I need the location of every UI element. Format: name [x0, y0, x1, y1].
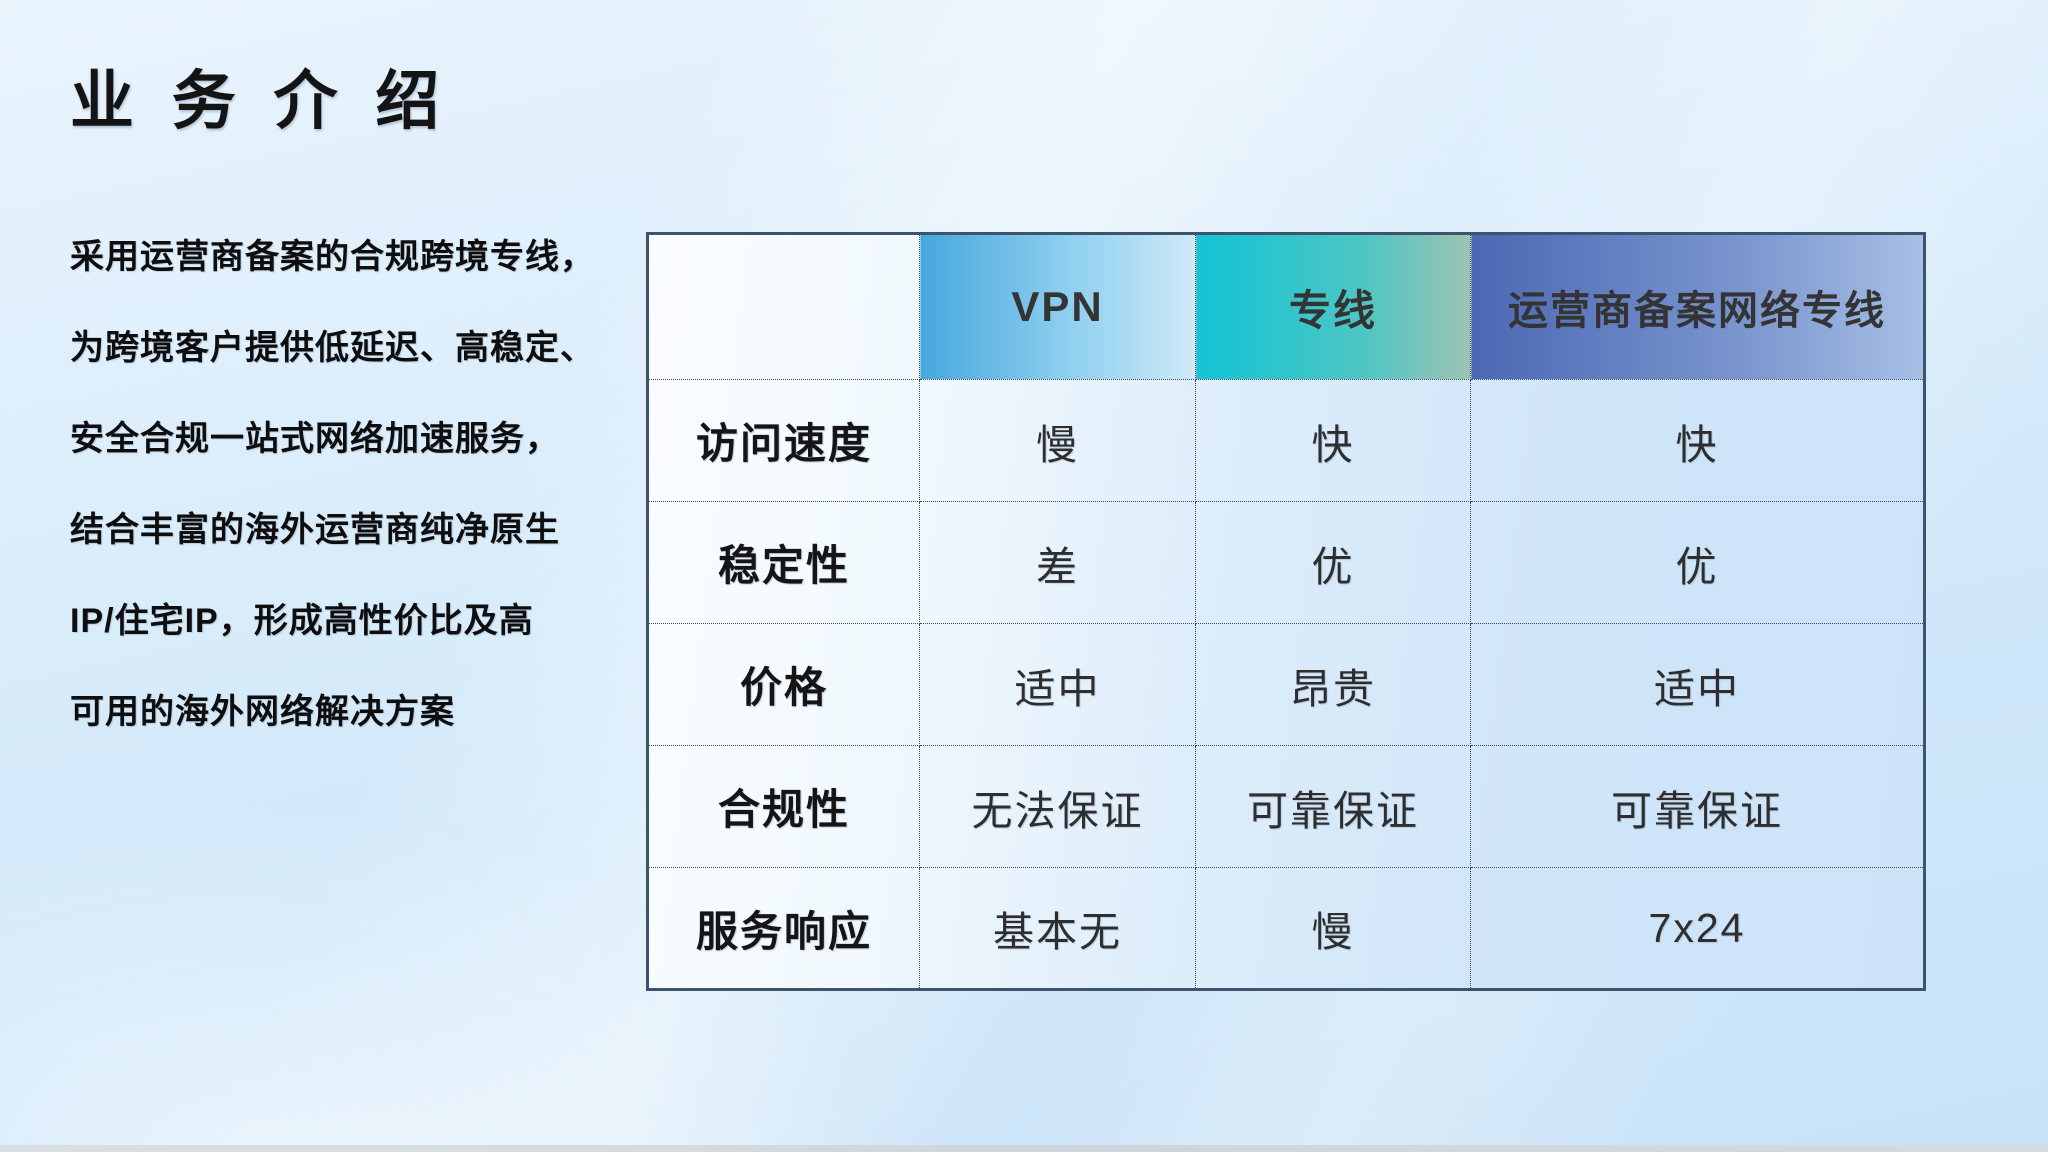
- page-title: 业 务 介 绍: [70, 65, 450, 137]
- cell-vpn: 差: [919, 501, 1196, 624]
- cell-vpn: 适中: [919, 623, 1196, 746]
- row-label: 价格: [647, 623, 920, 746]
- intro-line-4: 结合丰富的海外运营商纯净原生: [70, 511, 560, 549]
- intro-line-6: 可用的海外网络解决方案: [70, 693, 455, 731]
- cell-carrier-line: 7x24: [1470, 867, 1925, 990]
- header-cell-empty: [647, 233, 920, 380]
- cell-dedicated-line: 快: [1195, 379, 1471, 502]
- table-row: 访问速度 慢 快 快: [647, 379, 1925, 502]
- header-cell-vpn: VPN: [919, 233, 1196, 380]
- row-label: 合规性: [647, 745, 920, 868]
- table-row: 稳定性 差 优 优: [647, 501, 1925, 624]
- table-row: 价格 适中 昂贵 适中: [647, 623, 1925, 746]
- cell-carrier-line: 优: [1470, 501, 1925, 624]
- cell-vpn: 慢: [919, 379, 1196, 502]
- cell-vpn: 无法保证: [919, 745, 1196, 868]
- cell-carrier-line: 快: [1470, 379, 1925, 502]
- intro-line-5: IP/住宅IP，形成高性价比及高: [70, 602, 534, 640]
- header-cell-dedicated-line: 专线: [1195, 233, 1471, 380]
- row-label: 访问速度: [647, 379, 920, 502]
- cell-vpn: 基本无: [919, 867, 1196, 990]
- row-label: 服务响应: [647, 867, 920, 990]
- cell-dedicated-line: 昂贵: [1195, 623, 1471, 746]
- cell-carrier-line: 可靠保证: [1470, 745, 1925, 868]
- cell-carrier-line: 适中: [1470, 623, 1925, 746]
- row-label: 稳定性: [647, 501, 920, 624]
- cell-dedicated-line: 优: [1195, 501, 1471, 624]
- intro-paragraph: 采用运营商备案的合规跨境专线， 为跨境客户提供低延迟、高稳定、 安全合规一站式网…: [70, 212, 650, 758]
- comparison-table: VPN 专线 运营商备案网络专线 访问速度 慢 快 快 稳定性 差 优 优 价格…: [646, 232, 1926, 991]
- intro-line-1: 采用运营商备案的合规跨境专线，: [70, 238, 595, 276]
- table-row: 合规性 无法保证 可靠保证 可靠保证: [647, 745, 1925, 868]
- bottom-edge: [0, 1145, 2048, 1152]
- cell-dedicated-line: 可靠保证: [1195, 745, 1471, 868]
- cell-dedicated-line: 慢: [1195, 867, 1471, 990]
- intro-line-2: 为跨境客户提供低延迟、高稳定、: [70, 329, 595, 367]
- table-header-row: VPN 专线 运营商备案网络专线: [647, 233, 1925, 380]
- header-cell-carrier-line: 运营商备案网络专线: [1470, 233, 1925, 380]
- intro-line-3: 安全合规一站式网络加速服务，: [70, 420, 560, 458]
- table-row: 服务响应 基本无 慢 7x24: [647, 867, 1925, 990]
